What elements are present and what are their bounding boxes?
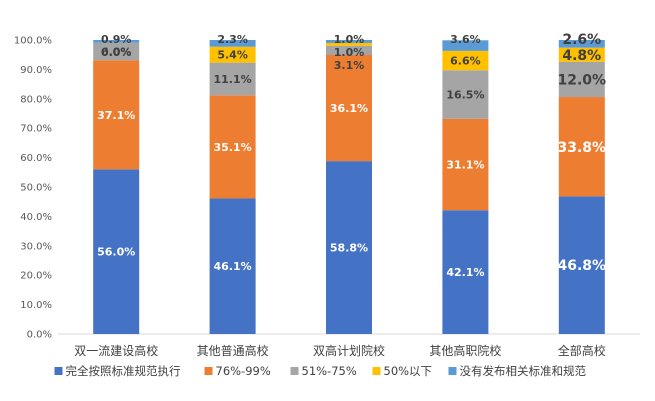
bar-segment — [442, 210, 489, 334]
y-tick-label: 20.0% — [20, 271, 52, 282]
category-label: 双一流建设高校 — [74, 343, 158, 358]
data-label: 6.6% — [450, 55, 481, 68]
data-labels-layer: 56.0% 37.1% 6.0%0.0%0.9% 46.1% 35.1% 11.1% 5.4… — [97, 32, 606, 279]
data-label: 16.5% — [446, 88, 484, 101]
data-label: 11.1% — [214, 73, 252, 86]
legend-swatch — [54, 367, 63, 375]
data-label: 1.0% — [334, 46, 365, 59]
data-label: 56.0% — [97, 246, 135, 259]
legend-swatch — [204, 367, 213, 375]
data-label: 5.4% — [217, 49, 248, 62]
data-label: 1.0% — [334, 33, 365, 46]
legend-label: 完全按照标准规范执行 — [66, 364, 181, 378]
y-tick-label: 40.0% — [20, 212, 52, 223]
bar-segment — [326, 42, 372, 46]
y-tick-label: 80.0% — [20, 94, 52, 105]
bar-segment — [209, 40, 256, 47]
bar-segment — [558, 61, 605, 98]
bars-layer — [93, 40, 605, 334]
bar-segment — [558, 40, 605, 48]
data-label: 3.1% — [334, 59, 365, 72]
category-label: 其他高职院校 — [429, 343, 501, 358]
y-tick-label: 100.0% — [14, 36, 52, 47]
data-label: 6.0% — [101, 45, 132, 58]
data-label: 2.3% — [217, 33, 248, 46]
bar-segment — [209, 198, 256, 334]
bar-segment — [326, 45, 372, 55]
bar-segment — [326, 161, 372, 334]
data-label: 3.6% — [450, 33, 481, 46]
bar-segment — [558, 97, 605, 197]
data-label: 42.1% — [446, 266, 484, 279]
legend-swatch — [290, 367, 299, 375]
data-label: 33.8% — [558, 140, 607, 156]
y-tick-label: 30.0% — [20, 241, 52, 252]
axis-layer: 0.0% 10.0% 20.0% 30.0% 40.0% 50.0% 60.0% 70.0% 8… — [14, 36, 640, 358]
bar-segment — [209, 95, 256, 199]
data-label: 0.9% — [101, 33, 132, 46]
bar-segment — [442, 118, 489, 211]
bar-segment — [93, 42, 140, 61]
data-label: 2.6% — [562, 32, 601, 48]
data-label: 58.8% — [330, 242, 368, 255]
category-label: 全部高校 — [558, 343, 606, 358]
y-tick-label: 60.0% — [20, 153, 52, 164]
data-label: 35.1% — [214, 141, 252, 154]
bar-segment — [326, 40, 372, 43]
legend: 完全按照标准规范执行 76%-99% 51%-75% 50%以下 没有发布相关标准和规范 — [54, 364, 587, 378]
legend-label: 没有发布相关标准和规范 — [460, 364, 587, 378]
bar-segment — [209, 62, 256, 96]
legend-swatch — [372, 367, 381, 375]
legend-label: 50%以下 — [384, 364, 433, 378]
data-label: 31.1% — [446, 158, 484, 171]
data-label: 37.1% — [97, 109, 135, 122]
category-label: 其他普通高校 — [197, 343, 269, 358]
category-label: 双高计划院校 — [313, 343, 385, 358]
y-tick-label: 90.0% — [20, 65, 52, 76]
y-tick-label: 0.0% — [27, 330, 52, 341]
bar-segment — [558, 196, 605, 334]
bar-segment — [326, 54, 372, 162]
data-label: 4.8% — [562, 48, 601, 64]
legend-label: 76%-99% — [216, 364, 271, 378]
data-label: 0.0% — [101, 46, 132, 59]
data-label: 12.0% — [558, 72, 607, 88]
bar-segment — [93, 40, 140, 43]
data-label: 46.1% — [214, 260, 252, 273]
bar-segment — [209, 46, 256, 63]
data-label: 36.1% — [330, 102, 368, 115]
bar-segment — [442, 50, 489, 71]
y-tick-label: 10.0% — [20, 300, 52, 311]
bar-segment — [558, 47, 605, 62]
legend-swatch — [448, 367, 457, 375]
data-label: 46.8% — [558, 258, 607, 274]
bar-segment — [442, 40, 489, 51]
bar-segment — [93, 169, 140, 334]
y-tick-label: 50.0% — [20, 183, 52, 194]
bar-segment — [93, 60, 140, 170]
bar-segment — [442, 70, 489, 119]
y-tick-label: 70.0% — [20, 124, 52, 135]
legend-label: 51%-75% — [302, 364, 357, 378]
